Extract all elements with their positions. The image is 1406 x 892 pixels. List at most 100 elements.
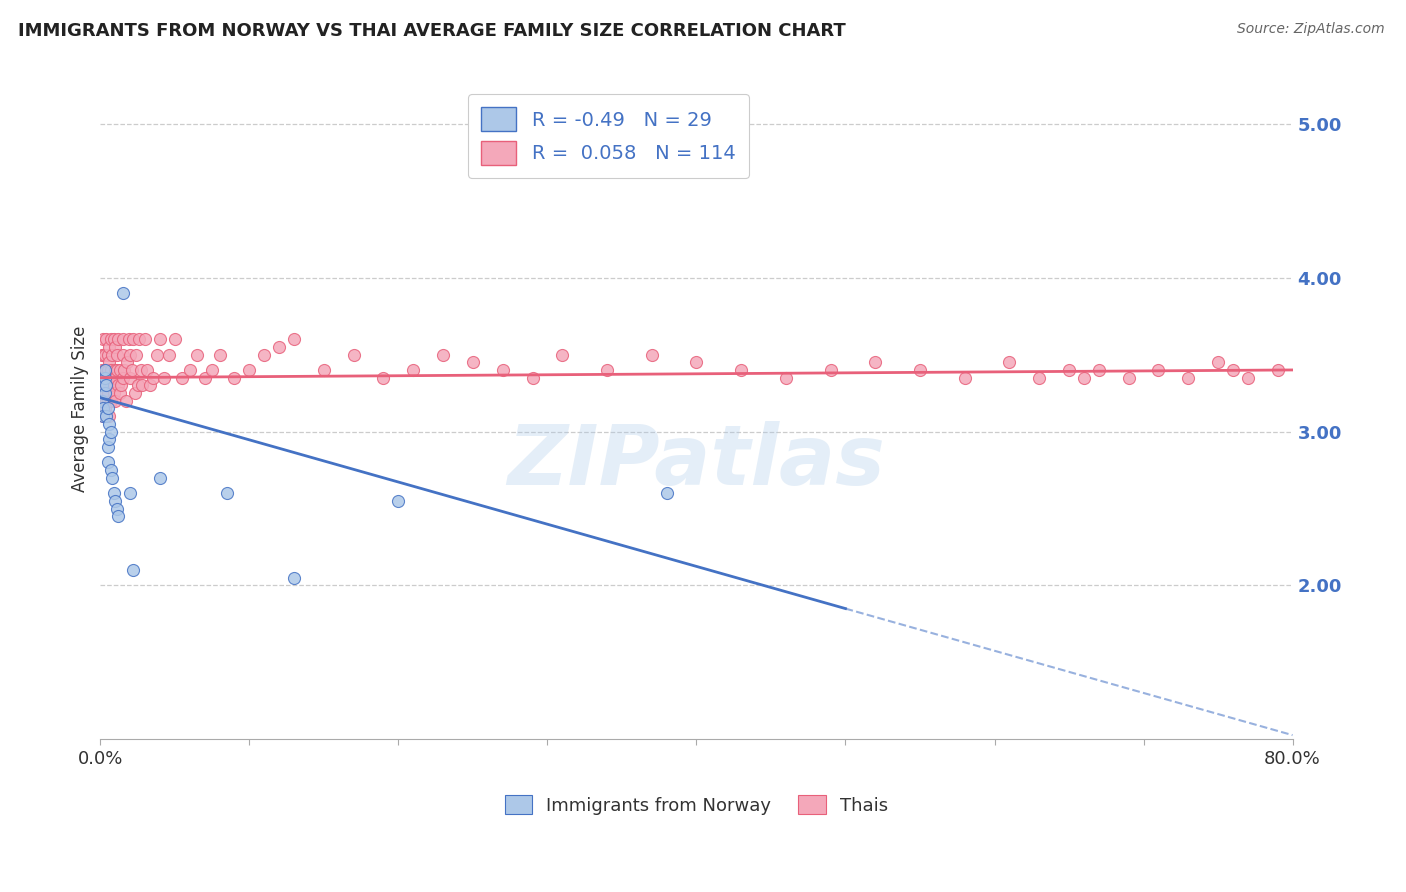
Text: ZIPatlas: ZIPatlas — [508, 421, 886, 502]
Point — [96, 378, 118, 392]
Point — [131, 378, 153, 392]
Point — [820, 363, 842, 377]
Point — [105, 501, 128, 516]
Point — [1237, 370, 1260, 384]
Point — [1028, 370, 1050, 384]
Point — [94, 401, 117, 416]
Point — [908, 363, 931, 377]
Point — [730, 363, 752, 377]
Point — [120, 347, 142, 361]
Point — [105, 363, 128, 377]
Point — [98, 432, 121, 446]
Point — [103, 486, 125, 500]
Point — [111, 332, 134, 346]
Point — [101, 471, 124, 485]
Point — [96, 393, 118, 408]
Point — [108, 386, 131, 401]
Point — [90, 378, 112, 392]
Text: Source: ZipAtlas.com: Source: ZipAtlas.com — [1237, 22, 1385, 37]
Point — [91, 347, 114, 361]
Point — [135, 363, 157, 377]
Point — [100, 363, 122, 377]
Point — [105, 347, 128, 361]
Point — [98, 340, 121, 354]
Point — [100, 463, 122, 477]
Point — [122, 563, 145, 577]
Point — [215, 486, 238, 500]
Point — [98, 417, 121, 431]
Point — [224, 370, 246, 384]
Point — [641, 347, 664, 361]
Point — [104, 493, 127, 508]
Point — [194, 370, 217, 384]
Point — [104, 363, 127, 377]
Point — [865, 355, 887, 369]
Point — [953, 370, 976, 384]
Point — [100, 393, 122, 408]
Point — [124, 386, 146, 401]
Point — [114, 393, 136, 408]
Point — [402, 363, 425, 377]
Point — [120, 370, 142, 384]
Point — [97, 347, 120, 361]
Point — [91, 409, 114, 424]
Point — [96, 370, 118, 384]
Point — [111, 347, 134, 361]
Point — [238, 363, 260, 377]
Point — [107, 509, 129, 524]
Point — [269, 340, 291, 354]
Point — [387, 493, 409, 508]
Point — [1177, 370, 1199, 384]
Point — [153, 370, 176, 384]
Point — [1118, 370, 1140, 384]
Point — [492, 363, 515, 377]
Legend: Immigrants from Norway, Thais: Immigrants from Norway, Thais — [498, 789, 896, 822]
Point — [104, 393, 127, 408]
Point — [98, 378, 121, 392]
Point — [97, 370, 120, 384]
Point — [141, 370, 163, 384]
Point — [596, 363, 619, 377]
Point — [655, 486, 678, 500]
Point — [120, 486, 142, 500]
Point — [107, 332, 129, 346]
Point — [107, 378, 129, 392]
Point — [98, 355, 121, 369]
Point — [461, 355, 484, 369]
Point — [97, 363, 120, 377]
Point — [373, 370, 395, 384]
Point — [112, 363, 135, 377]
Point — [97, 455, 120, 469]
Point — [201, 363, 224, 377]
Point — [96, 363, 118, 377]
Point — [97, 393, 120, 408]
Point — [97, 386, 120, 401]
Point — [103, 378, 125, 392]
Point — [122, 332, 145, 346]
Point — [128, 332, 150, 346]
Point — [94, 363, 117, 377]
Point — [115, 355, 138, 369]
Point — [312, 363, 335, 377]
Point — [172, 370, 194, 384]
Point — [94, 347, 117, 361]
Point — [108, 363, 131, 377]
Point — [97, 401, 120, 416]
Point — [90, 393, 112, 408]
Point — [127, 378, 149, 392]
Point — [121, 363, 143, 377]
Point — [97, 440, 120, 454]
Point — [101, 370, 124, 384]
Point — [1088, 363, 1111, 377]
Point — [998, 355, 1021, 369]
Point — [111, 370, 134, 384]
Point — [157, 347, 180, 361]
Point — [149, 332, 172, 346]
Point — [91, 401, 114, 416]
Point — [96, 378, 118, 392]
Point — [91, 370, 114, 384]
Text: IMMIGRANTS FROM NORWAY VS THAI AVERAGE FAMILY SIZE CORRELATION CHART: IMMIGRANTS FROM NORWAY VS THAI AVERAGE F… — [18, 22, 846, 40]
Point — [91, 393, 114, 408]
Point — [179, 363, 201, 377]
Point — [90, 363, 112, 377]
